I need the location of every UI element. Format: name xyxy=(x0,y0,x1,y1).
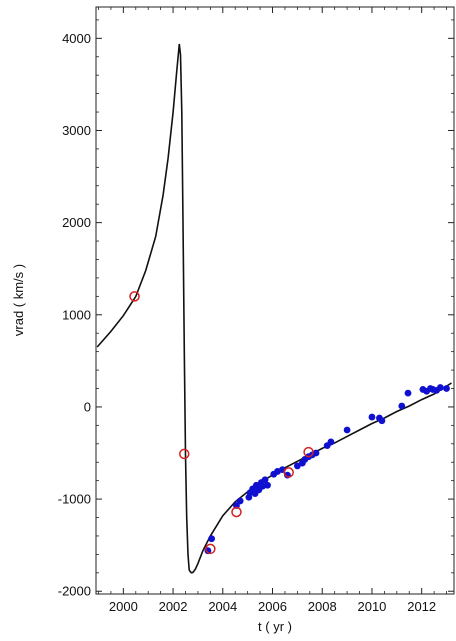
blue-data-point xyxy=(293,462,301,470)
x-axis-label: t ( yr ) xyxy=(258,619,292,634)
blue-data-point xyxy=(378,417,386,425)
y-axis-label: vrad ( km/s ) xyxy=(11,264,26,336)
red-data-point xyxy=(283,467,294,478)
y-axis-ticks: -2000 -1000 0 1000 2000 3000 4000 xyxy=(58,19,454,599)
y-tick-label: 2000 xyxy=(62,215,91,230)
blue-data-point xyxy=(312,449,320,457)
blue-data-point xyxy=(368,413,376,421)
model-curve xyxy=(96,43,452,574)
blue-data-points xyxy=(204,384,450,555)
red-data-point xyxy=(129,291,140,302)
y-tick-label: -1000 xyxy=(58,492,91,507)
y-tick-label: 3000 xyxy=(62,123,91,138)
blue-data-point xyxy=(404,389,412,397)
blue-data-point xyxy=(264,481,271,489)
blue-data-point xyxy=(261,476,269,484)
y-tick-label: -2000 xyxy=(58,584,91,599)
x-tick-label: 2008 xyxy=(308,599,337,614)
red-data-point xyxy=(205,543,216,555)
y-tick-label: 4000 xyxy=(62,31,91,46)
blue-data-point xyxy=(327,438,335,446)
blue-data-point xyxy=(443,385,450,392)
x-axis-ticks: 2000 2002 2004 2006 2008 2010 2012 xyxy=(98,7,447,614)
x-tick-label: 2012 xyxy=(407,599,436,614)
y-tick-label: 0 xyxy=(84,399,91,414)
red-data-points xyxy=(129,291,314,555)
x-tick-label: 2002 xyxy=(159,599,188,614)
x-tick-label: 2010 xyxy=(357,599,386,614)
blue-data-point xyxy=(236,497,244,505)
blue-data-point xyxy=(398,402,406,410)
red-data-point xyxy=(303,446,314,458)
y-tick-label: 1000 xyxy=(62,307,91,322)
x-tick-label: 2000 xyxy=(109,599,138,614)
blue-data-point xyxy=(436,384,444,391)
red-data-point xyxy=(179,448,190,460)
x-tick-label: 2004 xyxy=(208,599,237,614)
x-tick-label: 2006 xyxy=(258,599,287,614)
blue-data-point xyxy=(343,426,351,434)
red-data-point xyxy=(231,506,242,518)
plot-frame xyxy=(95,6,455,595)
blue-data-point xyxy=(208,535,216,543)
